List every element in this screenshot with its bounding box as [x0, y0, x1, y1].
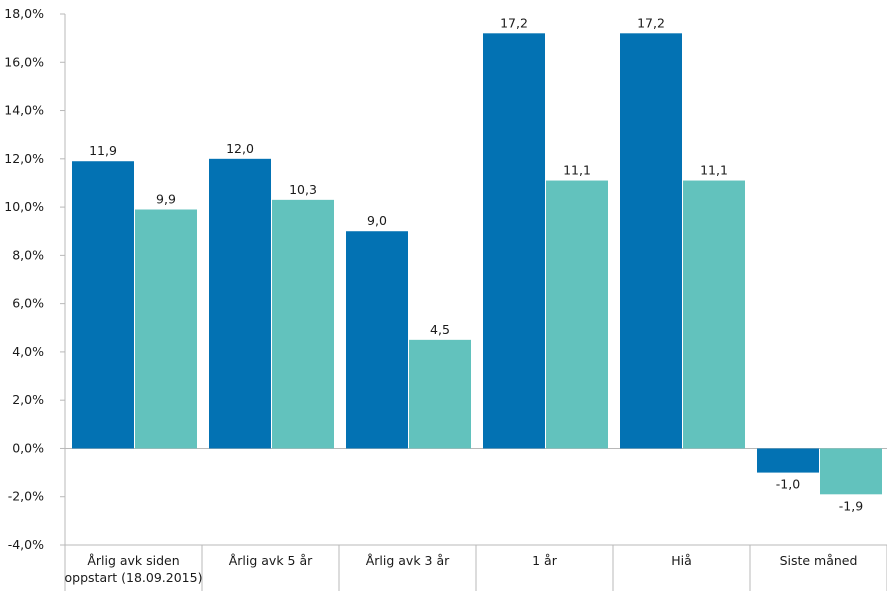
bar-series-2: [820, 448, 882, 495]
data-label: 12,0: [226, 141, 254, 156]
y-tick-label: 6,0%: [12, 296, 44, 311]
bar-series-2: [135, 209, 197, 449]
data-label: 11,1: [563, 163, 591, 178]
data-label: 9,0: [367, 213, 387, 228]
bar-series-2: [546, 180, 608, 449]
y-tick-label: 18,0%: [4, 6, 44, 21]
bar-series-1: [483, 33, 545, 449]
bar-series-2: [683, 180, 745, 449]
y-tick-label: -2,0%: [8, 489, 44, 504]
category-label: Hiå: [671, 553, 692, 568]
data-label: 17,2: [637, 15, 665, 30]
y-tick-label: 14,0%: [4, 103, 44, 118]
data-label: 4,5: [430, 322, 450, 337]
y-tick-label: 12,0%: [4, 151, 44, 166]
bar-series-1: [209, 158, 271, 449]
y-tick-label: 16,0%: [4, 54, 44, 69]
bars: [72, 33, 882, 495]
bar-series-1: [72, 161, 134, 449]
data-label: 10,3: [289, 182, 317, 197]
data-label: 9,9: [156, 192, 176, 207]
data-label: 11,9: [89, 143, 117, 158]
y-axis: -4,0% -2,0% 0,0% 2,0% 4,0% 6,0% 8,0% 10,0% 12,0%…: [4, 6, 66, 552]
x-axis: Årlig avk siden oppstart (18.09.2015) Årli…: [64, 447, 887, 591]
data-label: -1,9: [839, 498, 863, 513]
y-tick-label: 4,0%: [12, 344, 44, 359]
y-tick-label: 2,0%: [12, 392, 44, 407]
bar-series-1: [346, 231, 408, 449]
bar-series-2: [272, 199, 334, 449]
bar-series-1: [620, 33, 682, 449]
y-tick-label: 8,0%: [12, 247, 44, 262]
bar-series-2: [409, 339, 471, 449]
y-tick-label: -4,0%: [8, 537, 44, 552]
category-label: oppstart (18.09.2015): [65, 570, 203, 585]
category-label: Siste måned: [780, 553, 858, 568]
category-label: Årlig avk 5 år: [229, 553, 313, 568]
data-labels: 11,9 9,9 12,0 10,3 9,0 4,5 17,2 11,1 17,2 11,1 -1,…: [89, 15, 863, 513]
y-tick-label: 0,0%: [12, 440, 44, 455]
category-label: Årlig avk siden: [87, 553, 179, 568]
y-tick-label: 10,0%: [4, 199, 44, 214]
category-label: 1 år: [532, 553, 558, 568]
data-label: -1,0: [776, 477, 800, 492]
category-label: Årlig avk 3 år: [366, 553, 450, 568]
bar-series-1: [757, 448, 819, 473]
data-label: 17,2: [500, 15, 528, 30]
data-label: 11,1: [700, 163, 728, 178]
